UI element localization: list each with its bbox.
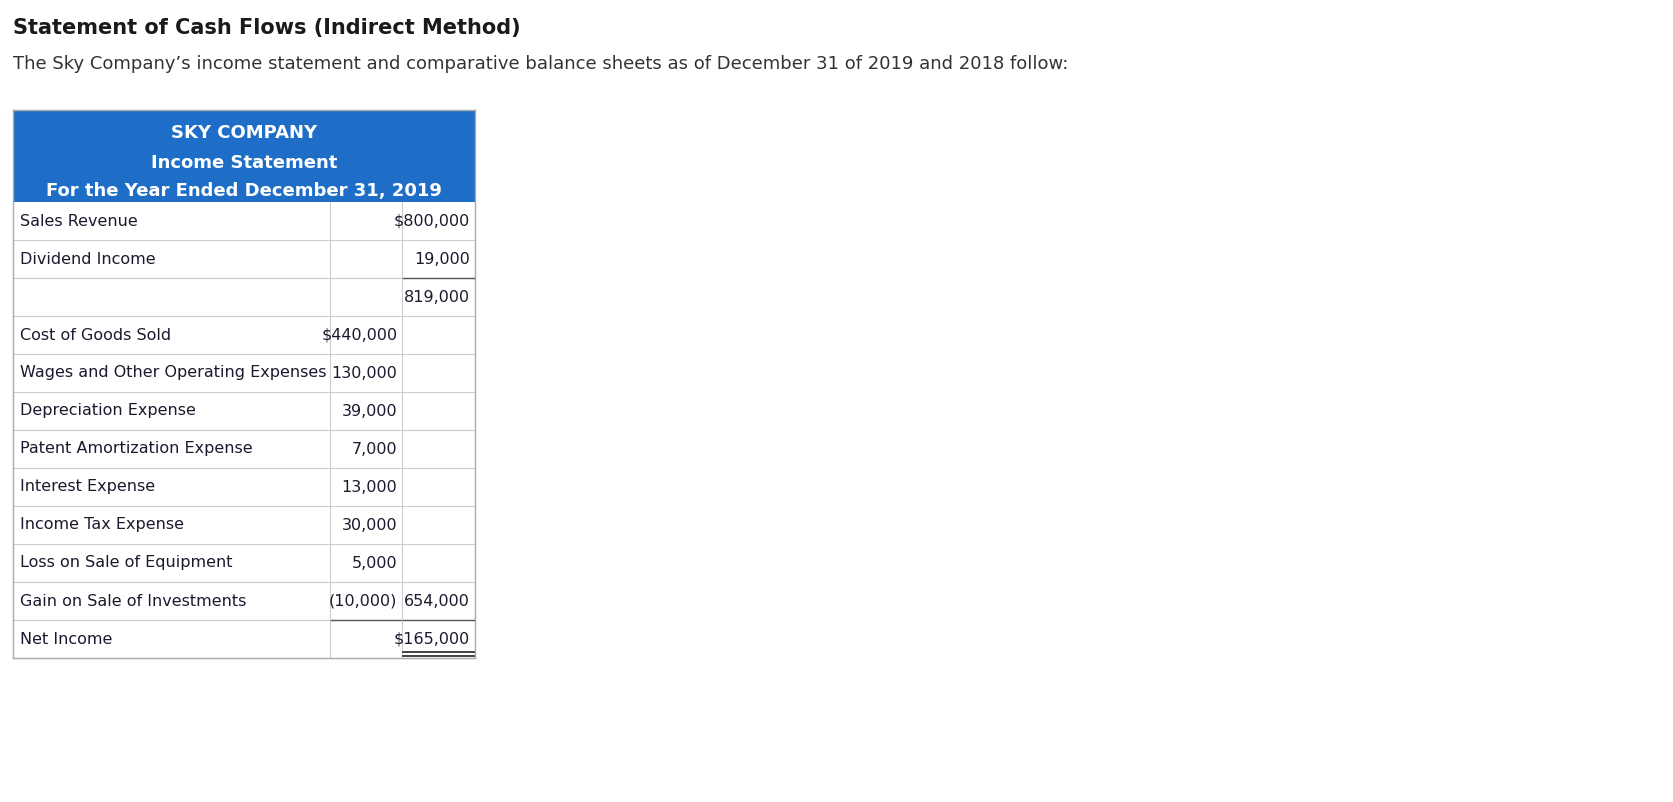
Text: Patent Amortization Expense: Patent Amortization Expense — [20, 441, 253, 456]
Polygon shape — [13, 620, 475, 658]
Polygon shape — [13, 430, 475, 468]
Text: 130,000: 130,000 — [331, 366, 398, 380]
Text: $440,000: $440,000 — [321, 327, 398, 342]
Text: Sales Revenue: Sales Revenue — [20, 213, 137, 229]
Text: $165,000: $165,000 — [393, 631, 470, 646]
Text: 19,000: 19,000 — [415, 252, 470, 266]
Text: 30,000: 30,000 — [341, 517, 398, 533]
Text: Dividend Income: Dividend Income — [20, 252, 156, 266]
Text: (10,000): (10,000) — [330, 593, 398, 609]
Text: Statement of Cash Flows (Indirect Method): Statement of Cash Flows (Indirect Method… — [13, 18, 520, 38]
Polygon shape — [13, 240, 475, 278]
Text: 39,000: 39,000 — [341, 403, 398, 419]
Text: Income Statement: Income Statement — [151, 154, 338, 172]
Text: 13,000: 13,000 — [341, 480, 398, 495]
Text: $800,000: $800,000 — [393, 213, 470, 229]
Text: Wages and Other Operating Expenses: Wages and Other Operating Expenses — [20, 366, 326, 380]
Polygon shape — [13, 202, 475, 240]
Text: Loss on Sale of Equipment: Loss on Sale of Equipment — [20, 556, 233, 570]
Polygon shape — [13, 278, 475, 316]
Polygon shape — [13, 354, 475, 392]
Text: Gain on Sale of Investments: Gain on Sale of Investments — [20, 593, 246, 609]
Polygon shape — [13, 468, 475, 506]
Polygon shape — [13, 392, 475, 430]
Text: Interest Expense: Interest Expense — [20, 480, 156, 495]
Polygon shape — [13, 110, 475, 202]
Polygon shape — [13, 316, 475, 354]
Text: For the Year Ended December 31, 2019: For the Year Ended December 31, 2019 — [47, 182, 442, 200]
Polygon shape — [13, 506, 475, 544]
Text: Net Income: Net Income — [20, 631, 112, 646]
Text: SKY COMPANY: SKY COMPANY — [171, 124, 318, 142]
Polygon shape — [13, 582, 475, 620]
Text: Income Tax Expense: Income Tax Expense — [20, 517, 184, 533]
Text: 819,000: 819,000 — [403, 290, 470, 305]
Polygon shape — [13, 544, 475, 582]
Text: 7,000: 7,000 — [351, 441, 398, 456]
Text: Cost of Goods Sold: Cost of Goods Sold — [20, 327, 171, 342]
Text: 654,000: 654,000 — [405, 593, 470, 609]
Text: The Sky Company’s income statement and comparative balance sheets as of December: The Sky Company’s income statement and c… — [13, 55, 1069, 73]
Text: 5,000: 5,000 — [351, 556, 398, 570]
Text: Depreciation Expense: Depreciation Expense — [20, 403, 196, 419]
